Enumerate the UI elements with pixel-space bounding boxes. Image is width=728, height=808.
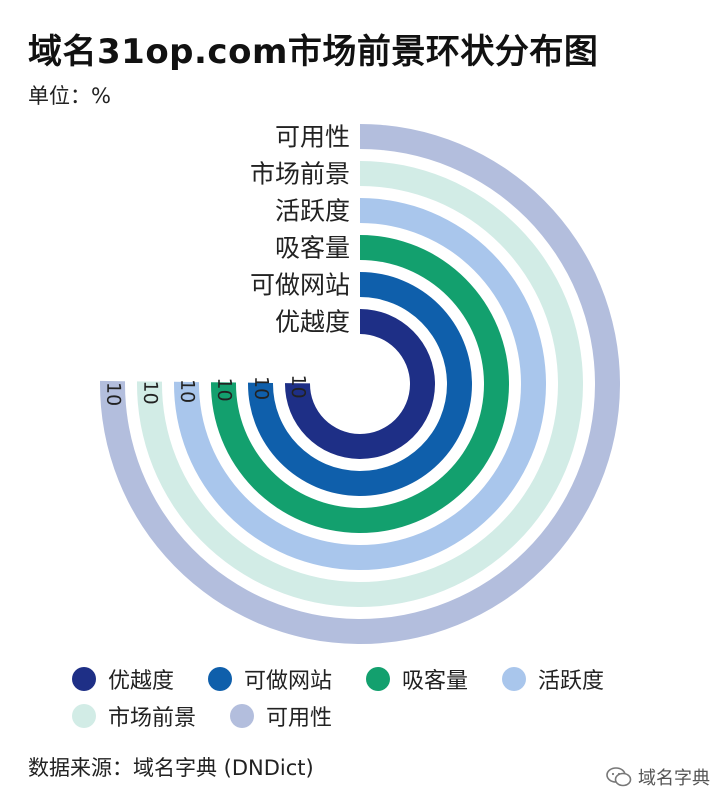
wechat-icon [606,767,632,787]
value-label-0: 10 [287,374,309,398]
ring-label-3: 活跃度 [275,197,350,226]
chart-title: 域名31op.com市场前景环状分布图 [28,32,599,72]
ring-label-0: 优越度 [275,308,350,337]
legend-swatch-5 [230,703,255,728]
ring-bar-1 [248,272,472,496]
radial-bar-chart: 优越度 10 可做网站 10 吸客量 10 活跃度 10 市场前景 10 可用性 10 [99,123,621,645]
watermark-text: 域名字典 [638,768,710,789]
ring-bar-4 [136,161,583,608]
legend-swatch-1 [208,666,233,691]
legend-swatch-4 [72,703,96,728]
ring-label-1: 可做网站 [250,271,350,300]
legend-item-2: 吸客量 [366,663,468,695]
ring-bar-0 [285,309,436,459]
value-label-1: 10 [250,376,272,400]
value-label-2: 10 [213,377,235,401]
legend-item-5: 可用性 [230,700,332,732]
legend-item-0: 优越度 [72,663,174,695]
legend-item-4: 市场前景 [72,700,196,732]
ring-label-5: 可用性 [275,123,350,152]
legend-label-0: 优越度 [108,668,175,694]
data-source: 数据来源：域名字典 (DNDict) [28,756,314,780]
legend-label-3: 活跃度 [538,668,605,694]
value-label-5: 10 [102,382,124,406]
legend-swatch-2 [366,666,391,691]
watermark: 域名字典 [606,764,710,790]
legend-item-3: 活跃度 [502,663,604,695]
legend-label-2: 吸客量 [402,668,469,694]
ring-label-2: 吸客量 [275,234,350,263]
legend-item-1: 可做网站 [208,663,332,695]
legend-row: 优越度 可做网站 吸客量 活跃度 [72,660,712,697]
value-label-4: 10 [139,380,161,404]
legend-swatch-0 [72,666,96,691]
legend-label-5: 可用性 [266,705,333,731]
legend-row: 市场前景 可用性 [72,697,712,734]
legend-label-4: 市场前景 [108,705,197,731]
value-label-3: 10 [176,379,198,403]
ring-label-4: 市场前景 [250,160,350,189]
chart-legend: 优越度 可做网站 吸客量 活跃度 市场前景 可用性 [72,660,712,734]
legend-swatch-3 [502,666,527,691]
legend-label-1: 可做网站 [244,668,333,694]
unit-label: 单位：% [28,84,111,108]
